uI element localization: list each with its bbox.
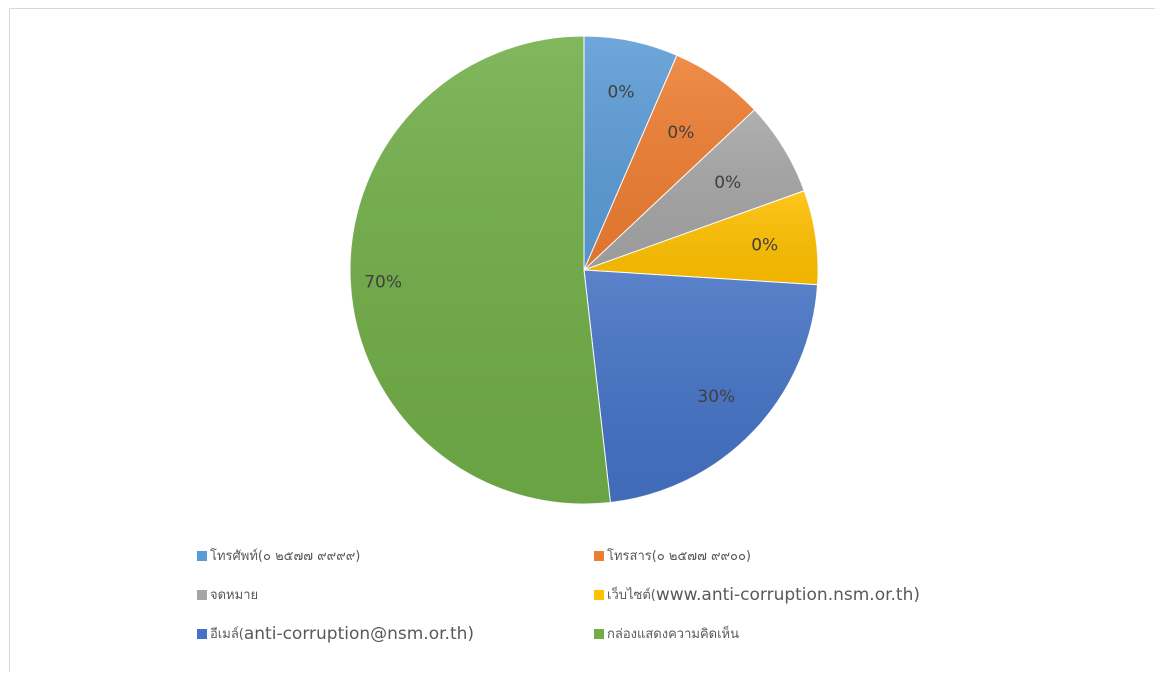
legend-row: โทรศัพท์(๐ ๒๕๗๗ ๙๙๙๙) โทรสาร(๐ ๒๕๗๗ ๙๙๐๐… [197, 536, 1037, 575]
legend-item-comment-box: กล่องแสดงความคิดเห็น [594, 623, 1034, 644]
data-label-email: 30% [697, 387, 735, 407]
legend-label-website-prefix: เว็บไซต์( [607, 588, 656, 603]
data-label-website: 0% [751, 235, 778, 255]
legend-row: จดหมาย เว็บไซต์(www.anti-corruption.nsm.… [197, 575, 1037, 614]
pie-slices [349, 35, 819, 505]
legend-label-email-prefix: อีเมล์( [210, 627, 244, 642]
legend-swatch-comment-box [594, 628, 604, 639]
legend-label-fax: โทรสาร(๐ ๒๕๗๗ ๙๙๐๐) [607, 549, 751, 564]
legend-swatch-fax [594, 550, 604, 561]
pie-slice-shading [584, 36, 677, 270]
data-label-letter: 0% [714, 173, 741, 193]
legend-row: อีเมล์(anti-corruption@nsm.or.th) กล่องแ… [197, 614, 1037, 653]
pie-slice-shading [584, 190, 819, 285]
legend-swatch-telephone [197, 550, 207, 561]
pie-slice-shading [584, 109, 805, 270]
legend-label-letter: จดหมาย [210, 588, 259, 603]
pie-slice-shading [584, 55, 755, 270]
legend-label-telephone: โทรศัพท์(๐ ๒๕๗๗ ๙๙๙๙) [210, 549, 361, 564]
legend-item-email: อีเมล์(anti-corruption@nsm.or.th) [197, 623, 594, 644]
legend-item-website: เว็บไซต์(www.anti-corruption.nsm.or.th) [594, 584, 1034, 605]
data-label-comment-box: 70% [364, 272, 402, 292]
legend: โทรศัพท์(๐ ๒๕๗๗ ๙๙๙๙) โทรสาร(๐ ๒๕๗๗ ๙๙๐๐… [197, 536, 1037, 653]
pie-data-labels: 0% 0% 0% 0% 30% 70% [364, 82, 778, 407]
legend-label-comment-box: กล่องแสดงความคิดเห็น [607, 627, 739, 642]
legend-label-website-url: www.anti-corruption.nsm.or.th) [655, 584, 921, 605]
legend-item-fax: โทรสาร(๐ ๒๕๗๗ ๙๙๐๐) [594, 545, 1034, 566]
legend-swatch-website [594, 589, 604, 600]
legend-swatch-email [197, 628, 207, 639]
legend-label-email-address: anti-corruption@nsm.or.th) [243, 623, 475, 644]
data-label-fax: 0% [667, 123, 694, 143]
pie-slice-shading [350, 36, 611, 504]
pie-slice-shading [584, 270, 818, 503]
legend-item-telephone: โทรศัพท์(๐ ๒๕๗๗ ๙๙๙๙) [197, 545, 594, 566]
data-label-telephone: 0% [608, 82, 635, 102]
legend-swatch-letter [197, 589, 207, 600]
legend-item-letter: จดหมาย [197, 584, 594, 605]
